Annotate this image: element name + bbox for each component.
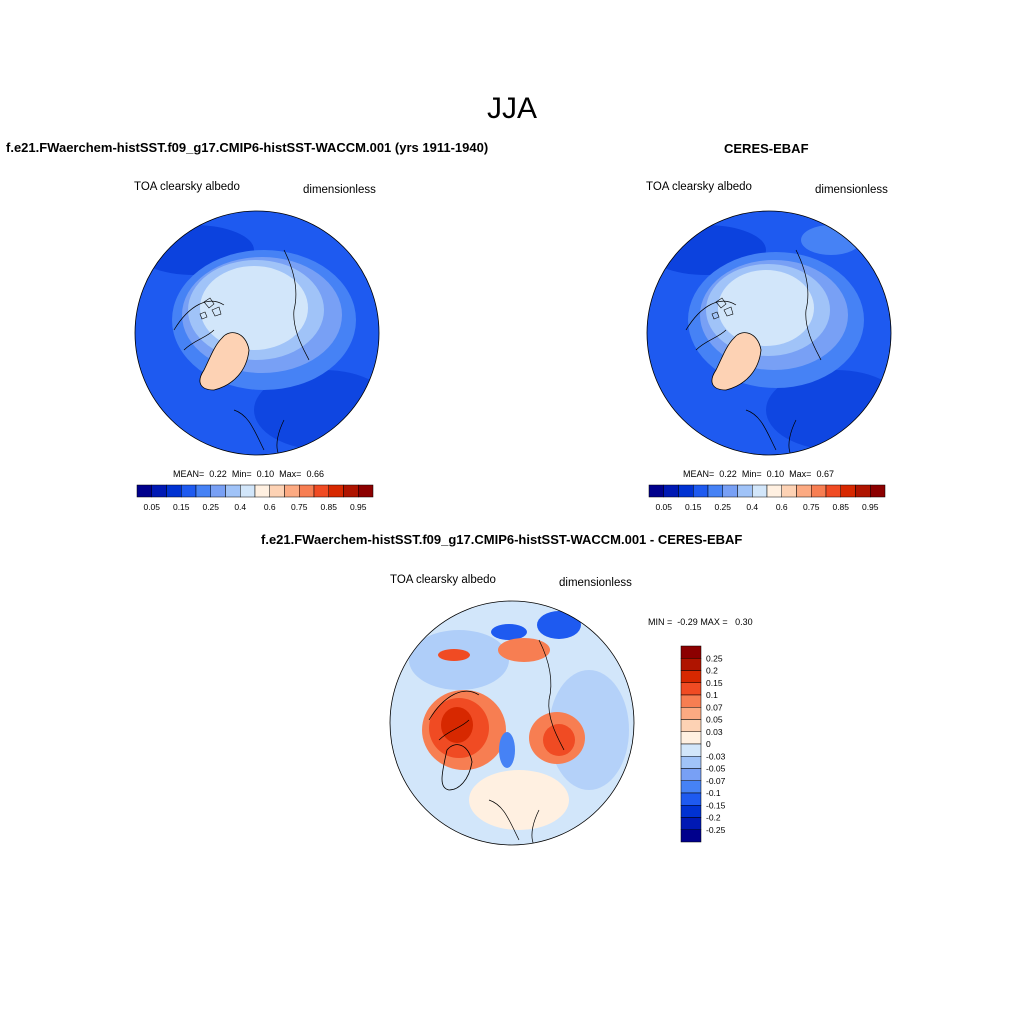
model-panel-title: f.e21.FWaerchem-histSST.f09_g17.CMIP6-hi… bbox=[6, 140, 489, 155]
model-units-label: dimensionless bbox=[303, 184, 376, 196]
colorbar-swatch bbox=[680, 645, 702, 659]
colorbar-tick-label: 0.07 bbox=[706, 702, 723, 712]
colorbar-swatch bbox=[680, 658, 702, 671]
colorbar-tick-label: 0.6 bbox=[264, 502, 276, 512]
colorbar-swatch bbox=[693, 484, 709, 498]
model-stats: MEAN= 0.22 Min= 0.10 Max= 0.66 bbox=[173, 469, 324, 479]
obs-variable-label: TOA clearsky albedo bbox=[646, 181, 752, 193]
diff-variable-label: TOA clearsky albedo bbox=[390, 574, 496, 586]
colorbar-swatch bbox=[151, 484, 167, 498]
colorbar-swatch bbox=[678, 484, 694, 498]
colorbar-tick-label: 0.15 bbox=[706, 678, 723, 688]
colorbar-swatch bbox=[181, 484, 197, 498]
colorbar-swatch bbox=[680, 731, 702, 745]
colorbar-tick-label: 0.25 bbox=[706, 653, 723, 663]
colorbar-swatch bbox=[680, 670, 702, 683]
colorbar-tick-label: 0.2 bbox=[706, 666, 718, 676]
colorbar-swatch bbox=[870, 484, 886, 498]
colorbar-swatch bbox=[680, 707, 702, 720]
colorbar-swatch bbox=[284, 484, 300, 498]
diff-units-label: dimensionless bbox=[559, 577, 632, 589]
diff-stats: MIN = -0.29 MAX = 0.30 bbox=[648, 617, 753, 627]
obs-stats: MEAN= 0.22 Min= 0.10 Max= 0.67 bbox=[683, 469, 834, 479]
colorbar-swatch bbox=[358, 484, 374, 498]
colorbar-tick-label: 0.05 bbox=[655, 502, 672, 512]
colorbar-swatch bbox=[343, 484, 359, 498]
colorbar-tick-label: 0.15 bbox=[685, 502, 702, 512]
colorbar-tick-label: 0.4 bbox=[746, 502, 758, 512]
colorbar-swatch bbox=[825, 484, 841, 498]
colorbar-tick-label: 0 bbox=[706, 739, 711, 749]
colorbar-tick-label: 0.15 bbox=[173, 502, 190, 512]
colorbar-swatch bbox=[855, 484, 871, 498]
colorbar-swatch bbox=[269, 484, 285, 498]
colorbar-swatch bbox=[136, 484, 152, 498]
colorbar-tick-label: 0.75 bbox=[803, 502, 820, 512]
figure-season-title: JJA bbox=[486, 92, 537, 125]
colorbar-tick-label: -0.25 bbox=[706, 825, 726, 835]
colorbar-swatch bbox=[680, 792, 702, 806]
colorbar-swatch bbox=[707, 484, 723, 498]
colorbar-swatch bbox=[680, 780, 702, 794]
obs-polar-map bbox=[646, 210, 892, 456]
colorbar-tick-label: 0.25 bbox=[714, 502, 731, 512]
colorbar-tick-label: 0.05 bbox=[143, 502, 160, 512]
colorbar-swatch bbox=[722, 484, 738, 498]
obs-colorbar: 0.05 0.15 0.25 0.4 0.6 0.75 0.85 0.95 bbox=[648, 484, 886, 512]
model-variable-label: TOA clearsky albedo bbox=[134, 181, 240, 193]
colorbar-swatch bbox=[680, 719, 702, 732]
colorbar-swatch bbox=[752, 484, 768, 498]
colorbar-swatch bbox=[680, 694, 702, 708]
colorbar-swatch bbox=[680, 743, 702, 757]
colorbar-swatch bbox=[680, 756, 702, 769]
colorbar-swatch bbox=[328, 484, 344, 498]
colorbar-tick-label: -0.07 bbox=[706, 776, 726, 786]
colorbar-swatch bbox=[680, 682, 702, 696]
colorbar-tick-label: -0.1 bbox=[706, 788, 721, 798]
colorbar-tick-label: 0.4 bbox=[234, 502, 246, 512]
colorbar-swatch bbox=[648, 484, 664, 498]
colorbar-swatch bbox=[680, 829, 702, 843]
colorbar-swatch bbox=[680, 805, 702, 818]
colorbar-tick-label: 0.85 bbox=[832, 502, 849, 512]
colorbar-swatch bbox=[766, 484, 782, 498]
colorbar-swatch bbox=[781, 484, 797, 498]
colorbar-swatch bbox=[210, 484, 226, 498]
colorbar-tick-label: 0.1 bbox=[706, 690, 718, 700]
diff-colorbar: 0.25 0.2 0.15 0.1 0.07 0.05 0.03 0 -0.03 -0.05 -0.… bbox=[680, 645, 726, 843]
colorbar-tick-label: 0.85 bbox=[320, 502, 337, 512]
colorbar-swatch bbox=[840, 484, 856, 498]
diff-panel-title: f.e21.FWaerchem-histSST.f09_g17.CMIP6-hi… bbox=[261, 532, 743, 547]
colorbar-swatch bbox=[811, 484, 827, 498]
colorbar-tick-label: -0.2 bbox=[706, 813, 721, 823]
colorbar-tick-label: 0.05 bbox=[706, 715, 723, 725]
colorbar-tick-label: -0.05 bbox=[706, 764, 726, 774]
colorbar-swatch bbox=[663, 484, 679, 498]
colorbar-tick-label: -0.03 bbox=[706, 751, 726, 761]
colorbar-tick-label: 0.25 bbox=[202, 502, 219, 512]
colorbar-tick-label: 0.6 bbox=[776, 502, 788, 512]
colorbar-tick-label: -0.15 bbox=[706, 800, 726, 810]
colorbar-swatch bbox=[299, 484, 315, 498]
colorbar-swatch bbox=[680, 817, 702, 830]
colorbar-swatch bbox=[254, 484, 270, 498]
colorbar-swatch bbox=[225, 484, 241, 498]
diff-polar-map bbox=[389, 600, 635, 846]
colorbar-swatch bbox=[680, 768, 702, 781]
colorbar-tick-label: 0.03 bbox=[706, 727, 723, 737]
model-polar-map bbox=[134, 210, 380, 456]
obs-panel-title: CERES-EBAF bbox=[724, 141, 809, 156]
model-colorbar: 0.05 0.15 0.25 0.4 0.6 0.75 0.85 0.95 bbox=[136, 484, 374, 512]
colorbar-swatch bbox=[313, 484, 329, 498]
colorbar-tick-label: 0.95 bbox=[350, 502, 367, 512]
colorbar-swatch bbox=[195, 484, 211, 498]
colorbar-swatch bbox=[796, 484, 812, 498]
obs-units-label: dimensionless bbox=[815, 184, 888, 196]
colorbar-swatch bbox=[240, 484, 256, 498]
colorbar-swatch bbox=[737, 484, 753, 498]
colorbar-swatch bbox=[166, 484, 182, 498]
colorbar-tick-label: 0.75 bbox=[291, 502, 308, 512]
colorbar-tick-label: 0.95 bbox=[862, 502, 879, 512]
